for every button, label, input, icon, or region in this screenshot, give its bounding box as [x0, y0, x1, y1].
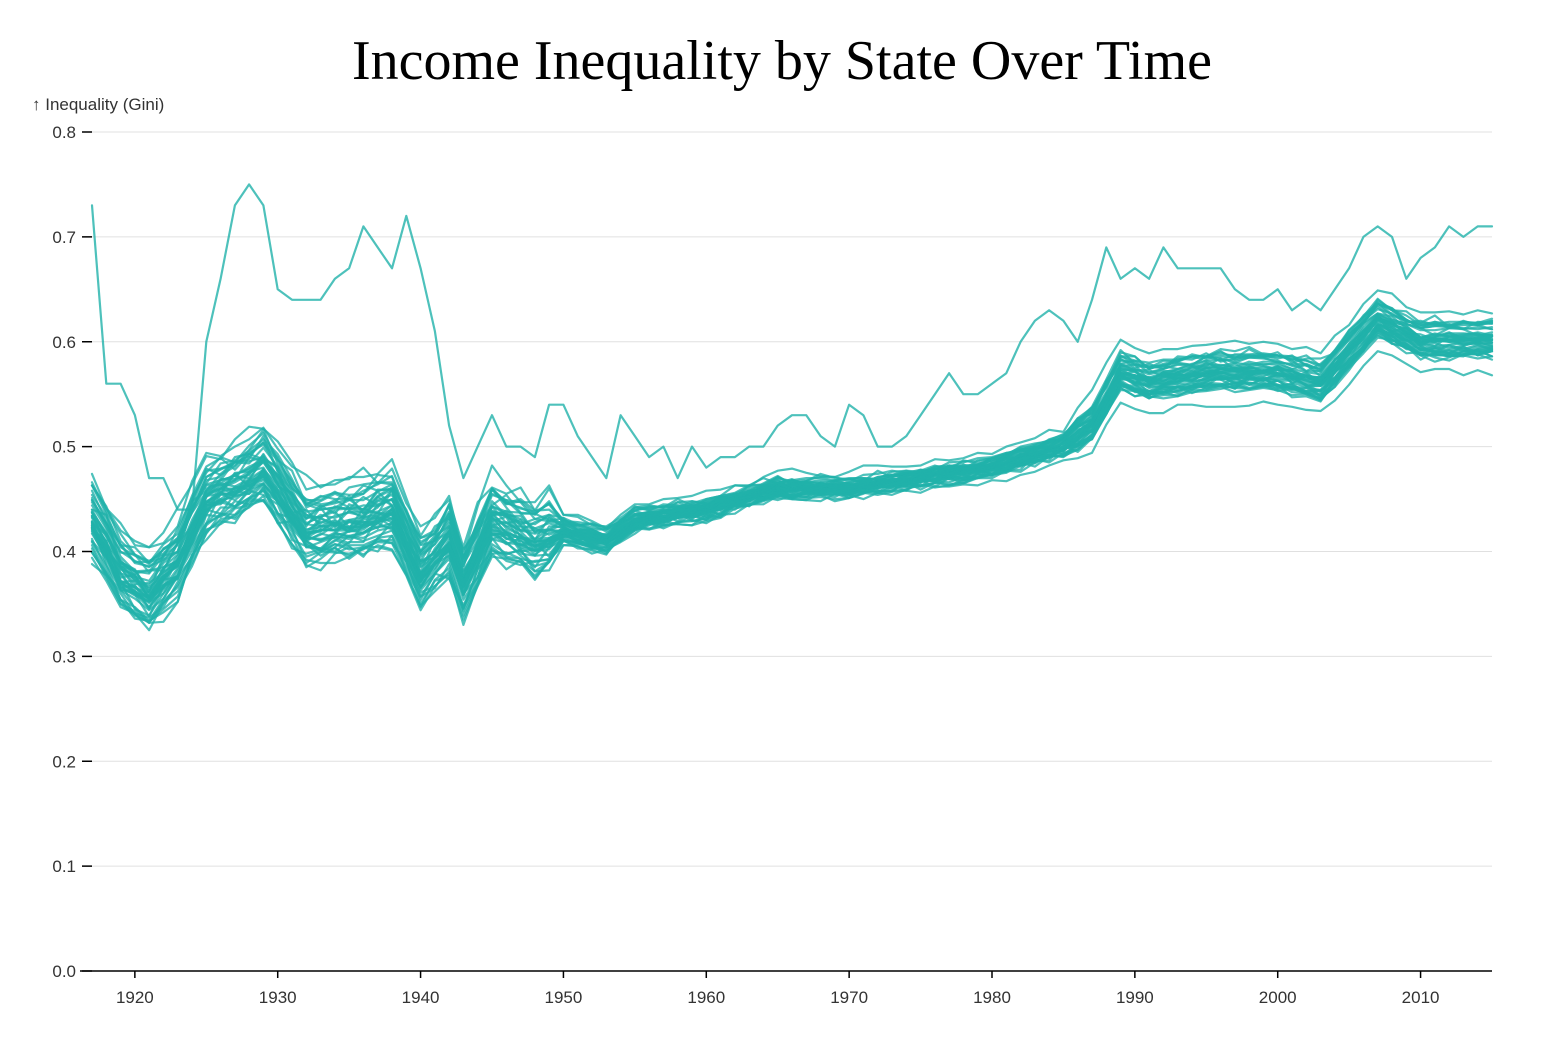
y-tick-label: 0.0: [52, 962, 76, 981]
series-line-49: [90, 302, 1494, 624]
y-tick-label: 0.2: [52, 752, 76, 771]
x-tick-label: 1960: [687, 988, 725, 1007]
x-tick-label: 1980: [973, 988, 1011, 1007]
series-lines: [90, 183, 1494, 632]
series-line-0: [90, 183, 1494, 511]
x-tick-label: 1950: [545, 988, 583, 1007]
y-tick-label: 0.4: [52, 543, 76, 562]
y-tick-label: 0.7: [52, 228, 76, 247]
y-tick-label: 0.3: [52, 647, 76, 666]
series-line-39: [90, 328, 1494, 618]
y-tick-label: 0.8: [52, 123, 76, 142]
x-tick-label: 2010: [1402, 988, 1440, 1007]
axes: 0.0 0.1 0.2 0.3 0.4 0.5 0.6 0.7 0.8 1920 1930 1940 1…: [52, 123, 1492, 1007]
y-tick-label: 0.1: [52, 857, 76, 876]
series-line-45: [90, 317, 1494, 601]
series-line-8: [90, 298, 1494, 624]
x-tick-label: 1940: [402, 988, 440, 1007]
series-line-47: [90, 316, 1494, 597]
chart-title: Income Inequality by State Over Time: [351, 30, 1213, 92]
y-tick-label: 0.5: [52, 438, 76, 457]
y-tick-label: 0.6: [52, 333, 76, 352]
series-line-24: [90, 289, 1494, 549]
x-tick-label: 2000: [1259, 988, 1297, 1007]
series-line-30: [90, 301, 1494, 622]
x-tick-label: 1990: [1116, 988, 1154, 1007]
series-line-44: [90, 303, 1494, 566]
x-tick-label: 1930: [259, 988, 297, 1007]
y-axis-title: ↑ Inequality (Gini): [32, 95, 164, 114]
x-tick-label: 1970: [830, 988, 868, 1007]
x-tick-label: 1920: [116, 988, 154, 1007]
